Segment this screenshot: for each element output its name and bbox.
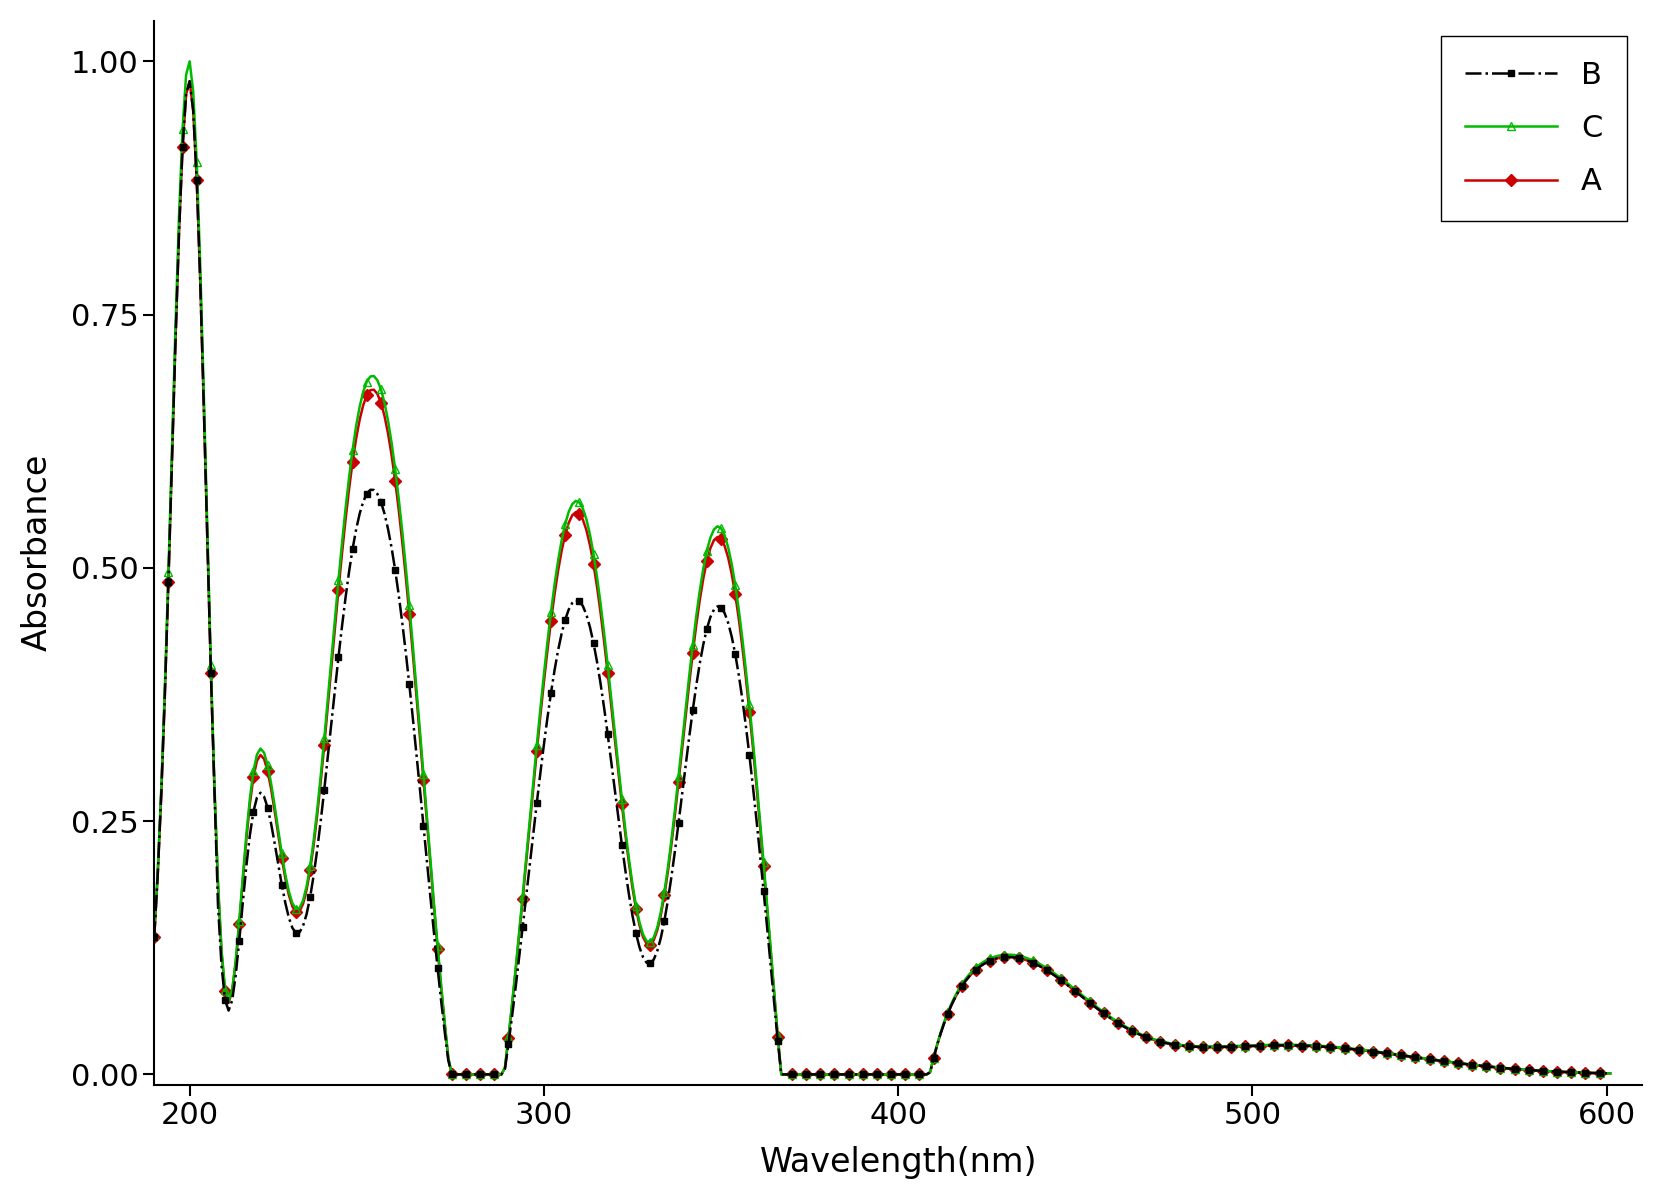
B (145, 930, 165, 944)
Y-axis label: Absorbance: Absorbance (22, 454, 53, 652)
B (1600, 1067, 1620, 1081)
C (442, 1067, 462, 1081)
X-axis label: Wavelength(nm): Wavelength(nm) (760, 1146, 1038, 1180)
A (442, 1067, 462, 1081)
A (1440, 1055, 1460, 1069)
A (1600, 1067, 1620, 1081)
B (1583, 1066, 1603, 1080)
B (442, 1067, 462, 1081)
B (343, 541, 363, 556)
A (1583, 1066, 1603, 1080)
A (343, 455, 363, 469)
Line: B: B (151, 78, 1613, 1078)
C (343, 443, 363, 457)
A (254, 751, 274, 766)
A (675, 709, 695, 724)
C (1600, 1066, 1620, 1080)
B (180, 74, 200, 89)
C (675, 702, 695, 716)
Line: C: C (150, 58, 1615, 1079)
C (180, 54, 200, 68)
C (145, 928, 165, 942)
B (254, 790, 274, 804)
B (1440, 1055, 1460, 1069)
C (1440, 1055, 1460, 1069)
A (180, 74, 200, 89)
C (512, 888, 532, 902)
A (512, 892, 532, 906)
C (254, 745, 274, 760)
C (1583, 1066, 1603, 1080)
Legend: B, C, A: B, C, A (1440, 36, 1626, 221)
B (512, 920, 532, 935)
A (145, 930, 165, 944)
B (675, 758, 695, 773)
Line: A: A (150, 77, 1615, 1079)
